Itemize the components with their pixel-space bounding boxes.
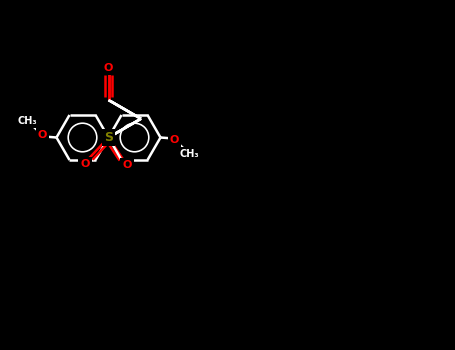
Text: O: O <box>38 130 47 140</box>
Text: O: O <box>104 63 113 73</box>
Text: CH₃: CH₃ <box>18 116 37 126</box>
Text: CH₃: CH₃ <box>180 149 199 159</box>
Text: O: O <box>170 135 179 145</box>
Text: O: O <box>104 63 113 73</box>
Text: S: S <box>104 131 113 144</box>
Text: O: O <box>122 161 131 170</box>
Text: O: O <box>81 159 90 169</box>
